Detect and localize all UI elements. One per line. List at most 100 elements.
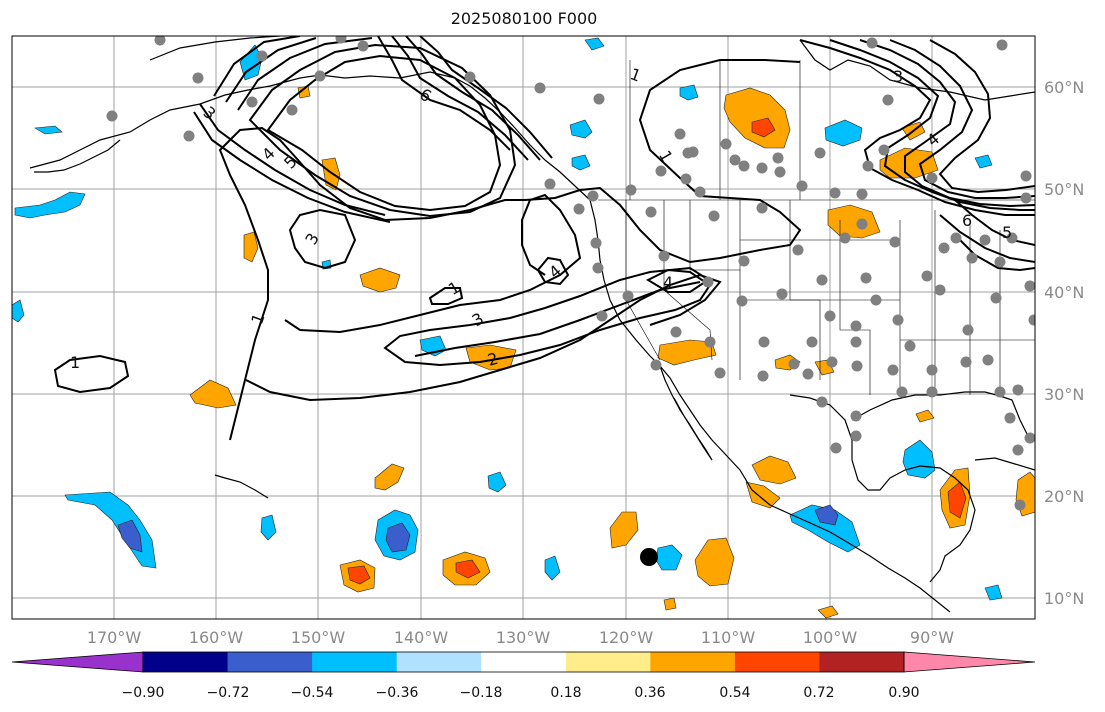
orange-area <box>297 85 311 99</box>
colorbar-segment <box>396 652 482 672</box>
contour-label: 2 <box>486 349 501 370</box>
orange-area <box>694 537 735 587</box>
orange-area <box>243 231 259 263</box>
contour-label: 3 <box>893 67 903 86</box>
orange-area <box>751 117 776 138</box>
contour-east-8 <box>959 239 1035 272</box>
lat-label: 30°N <box>1044 385 1084 404</box>
contour-east-7 <box>939 214 1035 263</box>
lat-label: 10°N <box>1044 589 1084 608</box>
lat-label: 40°N <box>1044 283 1084 302</box>
colorbar-tick-label: −0.90 <box>122 685 165 701</box>
contour-north-c <box>405 36 541 161</box>
orange-area <box>609 511 639 549</box>
blue-area <box>260 514 277 541</box>
contour-1-loop <box>245 273 722 402</box>
lon-label: 130°W <box>496 628 551 647</box>
contour-3 <box>288 208 357 270</box>
orange-area <box>374 463 405 491</box>
coastlines <box>29 36 1035 613</box>
blue-area <box>814 504 839 526</box>
orange-area <box>347 565 371 585</box>
orange-area <box>827 204 881 239</box>
blue-area <box>34 125 63 135</box>
orange-area <box>947 481 967 519</box>
colorbar-segment <box>819 652 905 672</box>
colorbar-segment <box>481 652 567 672</box>
lon-label: 120°W <box>599 628 654 647</box>
lat-label: 20°N <box>1044 487 1084 506</box>
map-frame <box>11 35 1036 620</box>
baja-california <box>659 365 713 461</box>
blue-area <box>117 519 143 553</box>
hudson-bay-shore <box>799 39 1035 101</box>
contour-3b <box>414 281 701 357</box>
contour-ring-2 <box>248 43 517 218</box>
alaska-coast <box>29 71 591 201</box>
colorbar-tick-label: −0.36 <box>376 685 419 701</box>
orange-area <box>455 559 481 579</box>
station-markers <box>106 36 1035 511</box>
colorbar-segment <box>143 652 229 672</box>
contour-north-b <box>391 36 529 161</box>
orange-area <box>189 379 237 409</box>
gulf-coast <box>789 394 976 583</box>
lon-label: 170°W <box>87 628 142 647</box>
hawaii <box>214 474 269 499</box>
blue-area <box>487 471 507 493</box>
colorbar-extend-high <box>903 651 1036 673</box>
contour-1-main <box>218 59 802 441</box>
lon-label: 110°W <box>701 628 756 647</box>
colorbar-tick-label: 0.72 <box>803 685 834 701</box>
colorbar-labels: −0.90 −0.72 −0.54 −0.36 −0.18 0.18 0.36 … <box>122 685 920 701</box>
blue-area <box>14 191 86 219</box>
contour-ring-5 <box>213 36 301 97</box>
contour-label: 4 <box>663 273 673 292</box>
lat-label: 50°N <box>1044 180 1084 199</box>
contour-label: 6 <box>962 211 972 230</box>
contour-1-pacific <box>53 354 130 394</box>
blue-area <box>571 154 591 171</box>
contour-east-6 <box>954 199 1035 246</box>
orange-area <box>817 605 839 619</box>
contour-lines <box>53 36 1035 441</box>
contour-label: 1 <box>70 353 80 372</box>
colorbar-tick-label: −0.72 <box>207 685 250 701</box>
contour-north-d <box>419 36 553 159</box>
orange-area <box>915 409 935 423</box>
blue-area <box>984 584 1003 601</box>
colorbar-tick-label: 0.54 <box>719 685 750 701</box>
aleutian-islands <box>34 139 121 173</box>
colorbar-segment <box>227 652 313 672</box>
blue-area <box>569 119 593 139</box>
blue-area <box>974 154 993 169</box>
blue-area <box>385 522 411 553</box>
colorbar-tick-label: 0.18 <box>550 685 581 701</box>
lat-label: 60°N <box>1044 78 1084 97</box>
contour-small-1 <box>428 287 464 305</box>
map-title: 2025080100 F000 <box>450 9 598 28</box>
orange-area <box>751 455 797 485</box>
storm-center-marker <box>640 548 658 566</box>
contour-east-1 <box>799 39 1035 216</box>
colorbar-tick-label: −0.54 <box>291 685 334 701</box>
north-america-west-coast <box>589 199 951 613</box>
colorbar-frame <box>142 651 905 673</box>
colorbar-tick-label: −0.18 <box>460 685 503 701</box>
orange-area <box>663 597 677 611</box>
blue-area <box>584 37 605 51</box>
contour-inner-a <box>199 103 386 216</box>
blue-area <box>544 555 561 581</box>
contour-ring-1 <box>266 54 502 212</box>
contour-2 <box>284 193 582 334</box>
cuba <box>974 457 1035 471</box>
colorbar <box>11 651 1036 673</box>
lon-label: 100°W <box>803 628 858 647</box>
blue-area <box>12 299 25 323</box>
contour-east-4 <box>889 39 1035 199</box>
latitude-labels: 60°N 50°N 40°N 30°N 20°N 10°N <box>1044 78 1084 608</box>
colorbar-segment <box>312 652 398 672</box>
colorbar-tick-label: 0.36 <box>634 685 665 701</box>
lon-label: 150°W <box>291 628 346 647</box>
